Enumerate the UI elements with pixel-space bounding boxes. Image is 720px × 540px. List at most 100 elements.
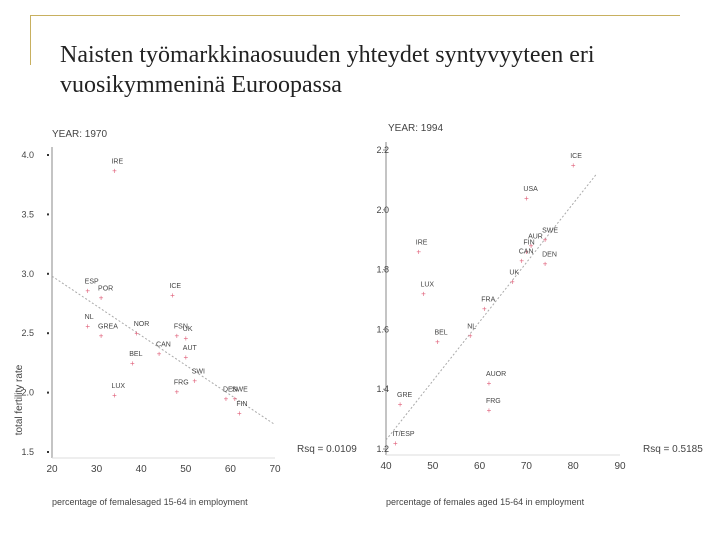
chart2-data-point: + [398, 400, 403, 409]
chart2-point-label: IT/ESP [392, 431, 415, 438]
chart2-point-label: BEL [434, 329, 447, 336]
chart2-y-tick-label: 2.2 [376, 145, 389, 155]
chart1-data-point: + [192, 377, 197, 386]
chart1-point-label: NOR [134, 321, 150, 328]
chart1-point-label: AUT [183, 345, 198, 352]
chart1-data-point: + [237, 409, 242, 418]
chart1-data-point: + [134, 329, 139, 338]
chart2-x-axis-label: percentage of females aged 15-64 in empl… [386, 497, 585, 507]
chart1-title: YEAR: 1970 [52, 129, 107, 140]
chart1-data-point: + [175, 387, 180, 396]
chart1-point-label: DEN [223, 387, 238, 394]
chart2-point-label: ICE [570, 153, 582, 160]
chart1-data-point: + [183, 353, 188, 362]
chart2-data-point: + [524, 194, 529, 203]
chart2-data-point: + [435, 337, 440, 346]
chart2-title: YEAR: 1994 [388, 123, 443, 134]
slide-title-line-1: Naisten työmarkkinaosuuden yhteydet synt… [60, 42, 595, 68]
chart1-x-tick-label: 40 [136, 464, 148, 475]
chart1-point-label: CAN [156, 341, 171, 348]
chart2-data-point: + [529, 242, 534, 251]
chart2-point-label: FRG [486, 398, 501, 405]
chart2-x-tick-label: 50 [427, 461, 439, 472]
chart1-x-axis-label: percentage of femalesaged 15-64 in emplo… [52, 497, 248, 507]
chart1-data-point: + [224, 395, 229, 404]
chart1-y-tick-mark [47, 451, 49, 453]
chart2-y-tick-label: 2.0 [376, 205, 389, 215]
chart2-point-label: GRE [397, 392, 413, 399]
chart2-data-point: + [524, 248, 529, 257]
chart1-y-tick-mark [47, 272, 49, 275]
chart2-y-tick-label: 1.8 [376, 265, 389, 275]
chart1-r-squared-annotation: Rsq = 0.0109 [297, 444, 357, 455]
chart2-x-tick-label: 80 [568, 461, 580, 472]
chart1-y-axis-label: total fertility rate [14, 364, 25, 435]
chart2-y-tick-label: 1.6 [376, 324, 389, 334]
chart1-x-tick-label: 20 [46, 464, 58, 475]
chart1-y-tick-label: 1.5 [21, 447, 34, 457]
chart1-x-tick-label: 60 [225, 464, 237, 475]
chart2-point-label: AUR [528, 234, 543, 241]
chart2-point-label: DEN [542, 252, 557, 259]
chart2-x-tick-label: 70 [521, 461, 533, 472]
chart2-data-point: + [510, 278, 515, 287]
chart1-data-point: + [112, 391, 117, 400]
chart2-data-point: + [519, 257, 524, 266]
chart2-data-point: + [571, 161, 576, 170]
chart2-data-point: + [543, 236, 548, 245]
chart1-y-tick-mark [47, 213, 49, 216]
chart1-point-label: UK [183, 326, 193, 333]
chart1-data-point: + [85, 286, 90, 295]
chart2-point-label: FRA [481, 296, 495, 303]
chart1-data-point: + [99, 294, 104, 303]
chart1-x-tick-label: 30 [91, 464, 103, 475]
chart2-x-tick-label: 90 [614, 461, 626, 472]
chart1-point-label: ICE [169, 283, 181, 290]
chart2-point-label: FIN [523, 240, 534, 247]
chart2-point-label: LUX [420, 282, 434, 289]
chart1-y-tick-mark [47, 332, 49, 335]
chart1-point-label: FSN [174, 324, 188, 331]
chart2-point-label: UK [509, 270, 519, 277]
chart2-point-label: AUOR [486, 371, 506, 378]
chart1-data-point: + [183, 334, 188, 343]
chart2-data-point: + [543, 260, 548, 269]
chart2-y-tick-label: 1.2 [376, 444, 389, 454]
chart1-point-label: FIN [236, 401, 247, 408]
chart2-data-point: + [393, 439, 398, 448]
chart1-y-tick-label: 3.0 [21, 269, 34, 279]
chart1-data-point: + [175, 332, 180, 341]
chart2-point-label: USA [523, 186, 538, 193]
chart1-data-point: + [157, 349, 162, 358]
chart1-data-point: + [233, 395, 238, 404]
slide-title: Naisten työmarkkinaosuuden yhteydet synt… [60, 40, 690, 100]
chart2-data-point: + [487, 379, 492, 388]
chart1-point-label: IRE [111, 158, 123, 165]
chart2-trend-line [385, 173, 597, 441]
chart2-point-label: CAN [519, 249, 534, 256]
chart2-point-label: IRE [416, 240, 428, 247]
chart1-data-point: + [130, 359, 135, 368]
chart1-point-label: FRG [174, 379, 189, 386]
chart1-point-label: ESP [85, 278, 99, 285]
chart2-x-tick-label: 60 [474, 461, 486, 472]
chart2-r-squared-annotation: Rsq = 0.5185 [643, 444, 703, 455]
chart1-point-label: POR [98, 286, 113, 293]
chart1-x-tick-label: 50 [180, 464, 192, 475]
chart1-y-tick-label: 4.0 [21, 150, 34, 160]
chart2-data-point: + [421, 290, 426, 299]
chart1-trend-line [51, 275, 276, 426]
chart2-point-label: NL [467, 323, 476, 330]
chart1-point-label: LUX [111, 383, 125, 390]
chart1-point-label: SWE [232, 387, 248, 394]
chart2-point-label: SWE [542, 228, 558, 235]
chart1-y-tick-label: 3.5 [21, 209, 34, 219]
chart1-point-label: GREA [98, 324, 118, 331]
chart1-y-tick-label: 2.0 [21, 388, 34, 398]
chart1-y-tick-label: 2.5 [21, 328, 34, 338]
chart1-data-point: + [85, 322, 90, 331]
chart1-x-tick-label: 70 [269, 464, 281, 475]
chart1-data-point: + [112, 166, 117, 175]
chart1-y-tick-mark [47, 154, 49, 156]
